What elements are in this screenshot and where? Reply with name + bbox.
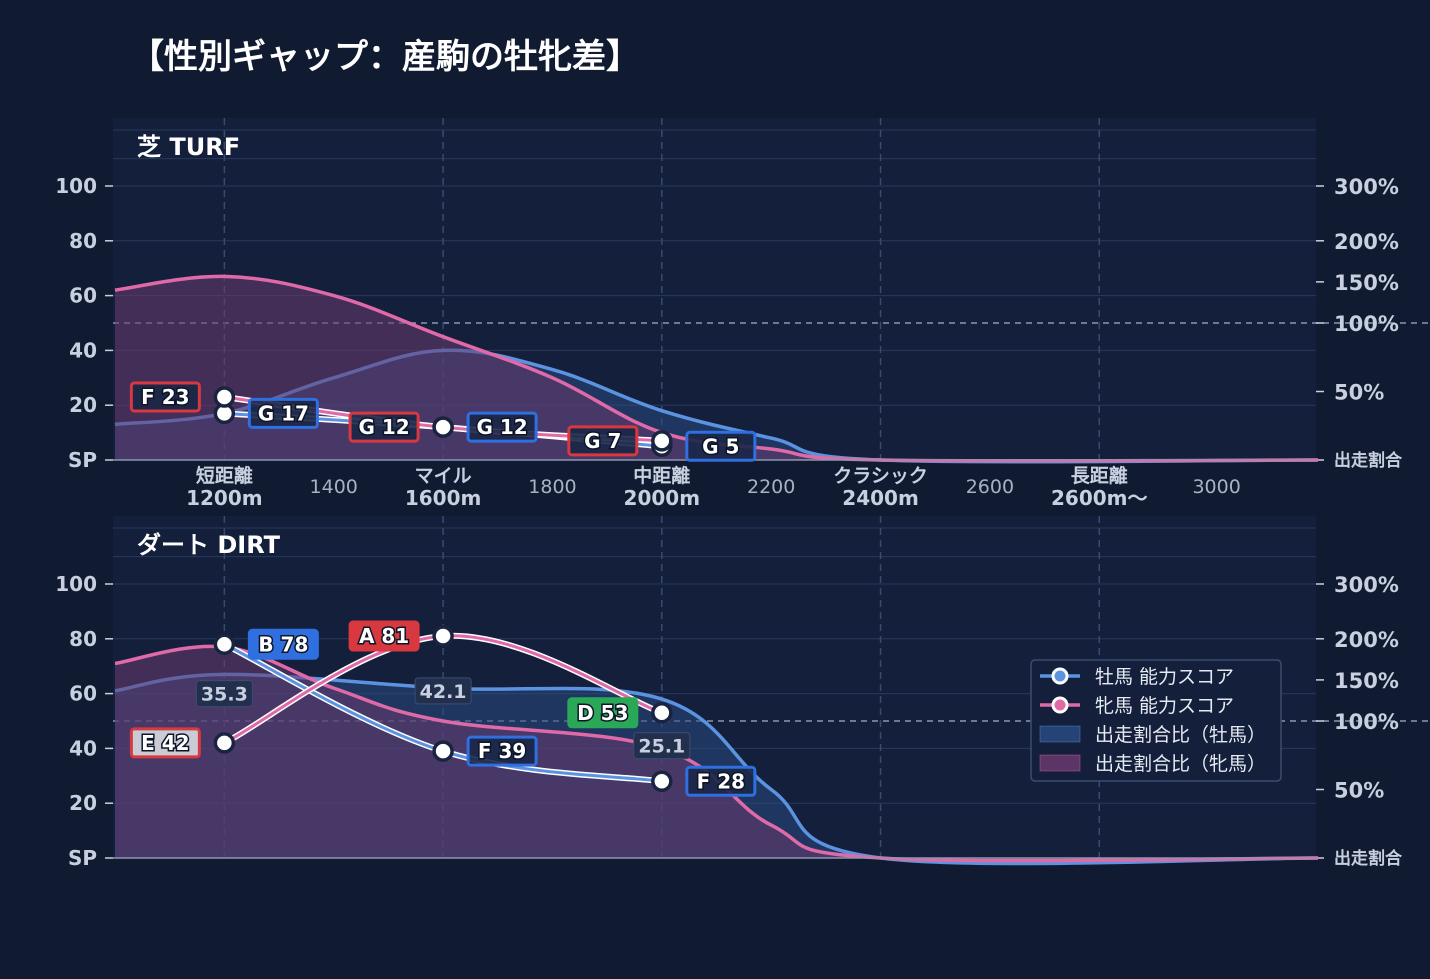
grade-badge (348, 411, 420, 443)
grade-badge-label: G 12 (358, 415, 409, 439)
grade-badge (129, 727, 201, 759)
y-tick-label: 40 (69, 736, 97, 760)
y-right-tick-label: 150% (1334, 669, 1399, 693)
y-tick-label: 100 (55, 572, 97, 596)
female-ratio-area (115, 646, 1318, 861)
y-right-tick-label: 出走割合 (1334, 848, 1403, 869)
y-right-tick-label: 50% (1334, 381, 1384, 405)
y-right-tick-label: 出走割合 (1334, 450, 1403, 471)
grade-badge-label: A 81 (359, 624, 409, 648)
grade-badge-label: F 28 (697, 769, 745, 793)
grade-badge-label: B 78 (258, 632, 308, 656)
female-score-point (432, 625, 454, 647)
x-tick-label: 1600m (405, 486, 482, 510)
y-right-tick-label: 300% (1334, 573, 1399, 597)
grade-badge (466, 411, 538, 443)
x-tick-label: 長距離 (1071, 464, 1128, 487)
x-minor-tick-label: 3000 (1192, 476, 1240, 498)
x-tick-label: 2400m (842, 486, 919, 510)
y-right-tick-label: 150% (1334, 271, 1399, 295)
ratio-label: 42.1 (420, 681, 467, 703)
y-tick-label: 40 (69, 338, 97, 362)
x-tick-label: 2600m〜 (1051, 486, 1148, 510)
y-tick-label: SP (68, 846, 97, 870)
chart-title: 【性別ギャップ：産駒の牡牝差】 (130, 37, 640, 77)
ratio-label-box (195, 680, 253, 708)
grade-badge-label: D 53 (577, 701, 628, 725)
grade-badge (129, 381, 201, 413)
panel-title: 芝 TURF (137, 133, 240, 161)
grade-badge-label: E 42 (141, 731, 189, 755)
female-score-point (651, 702, 673, 724)
female-score-point (651, 430, 673, 452)
y-right-tick-label: 100% (1334, 710, 1399, 734)
y-tick-label: 60 (69, 284, 97, 308)
male-score-point (651, 770, 673, 793)
y-tick-label: 20 (69, 791, 97, 815)
y-right-tick-label: 100% (1334, 312, 1399, 336)
x-minor-tick-label: 1800 (528, 476, 576, 498)
y-right-tick-label: 50% (1334, 779, 1384, 803)
chart-panel: 芝 TURF 100 80 60 40 20 SP 300% 200% 150% 100% 50% 出走… (55, 118, 1430, 510)
male-score-point (432, 740, 454, 762)
x-minor-tick-label: 2600 (966, 476, 1014, 498)
female-score-point (213, 732, 236, 754)
x-tick-label: クラシック (833, 465, 928, 487)
grade-badge-label: F 23 (141, 385, 189, 409)
grade-badge (567, 697, 639, 729)
female-score-point (213, 386, 236, 408)
male-score-point (213, 633, 236, 656)
ratio-label-box (414, 677, 472, 705)
x-tick-label: 1200m (186, 486, 263, 510)
ratio-label: 35.3 (201, 684, 248, 706)
ratio-label: 25.1 (638, 736, 685, 758)
y-right-tick-label: 200% (1334, 628, 1399, 652)
grade-badge (466, 735, 538, 767)
legend-area-swatch (1039, 754, 1081, 772)
x-minor-tick-label: 1400 (310, 476, 358, 498)
y-tick-label: 60 (69, 682, 97, 706)
legend-marker-swatch (1051, 696, 1069, 714)
grade-badge-label: G 17 (258, 401, 309, 425)
grade-badge (247, 628, 319, 660)
grade-badge (247, 397, 319, 429)
legend-box (1030, 659, 1282, 782)
x-tick-label: 短距離 (196, 464, 253, 487)
chart-panels: 芝 TURF 100 80 60 40 20 SP 300% 200% 150% 100% 50% 出走… (55, 118, 1430, 870)
y-tick-label: 100 (55, 174, 97, 198)
legend-label: 出走割合比（牡馬） (1095, 724, 1266, 746)
y-right-tick-label: 300% (1334, 175, 1399, 199)
grade-badge (348, 620, 420, 652)
grade-badge-label: G 12 (476, 415, 527, 439)
ratio-label-box (633, 732, 691, 760)
legend-label: 出走割合比（牝馬） (1095, 753, 1266, 775)
x-tick-label: 2000m (624, 486, 701, 510)
grade-badge-label: G 5 (702, 434, 739, 458)
legend-area-swatch (1039, 725, 1081, 743)
y-tick-label: 80 (69, 627, 97, 651)
legend-label: 牡馬 能力スコア (1095, 666, 1234, 688)
y-tick-label: 20 (69, 393, 97, 417)
panel-title: ダート DIRT (137, 531, 281, 559)
female-score-point (432, 416, 454, 438)
grade-badge-label: F 39 (478, 739, 526, 763)
y-right-tick-label: 200% (1334, 230, 1399, 254)
grade-badge (685, 765, 757, 797)
grade-badge (567, 425, 639, 457)
x-minor-tick-label: 2200 (747, 476, 795, 498)
legend-label: 牝馬 能力スコア (1095, 695, 1234, 717)
grade-badge-label: G 7 (584, 429, 621, 453)
y-tick-label: 80 (69, 229, 97, 253)
legend-marker-swatch (1051, 667, 1069, 685)
y-tick-label: SP (68, 448, 97, 472)
grade-badge (685, 430, 757, 462)
x-tick-label: 中距離 (633, 464, 690, 487)
x-tick-label: マイル (415, 465, 472, 487)
